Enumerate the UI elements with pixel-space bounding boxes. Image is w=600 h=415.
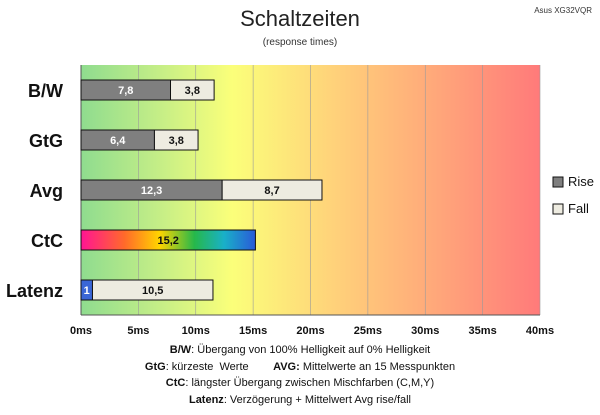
legend-label: Rise bbox=[568, 174, 594, 189]
data-label: 7,8 bbox=[118, 85, 133, 97]
x-tick-labels: 0ms 5ms 10ms 15ms 20ms 25ms 30ms 35ms 40ms bbox=[70, 325, 554, 337]
x-tick-label: 5ms bbox=[127, 325, 149, 337]
data-label: 3,8 bbox=[185, 85, 200, 97]
data-label: 6,4 bbox=[110, 135, 126, 147]
data-label: 15,2 bbox=[157, 235, 178, 247]
legend-swatch bbox=[552, 176, 564, 188]
bars: 7,8 3,8 6,4 3,8 12,3 8,7 15,2 1 10,5 bbox=[80, 79, 323, 301]
chart-title: Schaltzeiten bbox=[240, 6, 360, 31]
x-tick-label: 40ms bbox=[526, 325, 554, 337]
note-ctc: CtC: längster Übergang zwischen Mischfar… bbox=[165, 377, 435, 389]
note-bw: B/W: Übergang von 100% Helligkeit auf 0%… bbox=[169, 344, 431, 356]
x-tick-label: 20ms bbox=[296, 325, 324, 337]
chart-subtitle: (response times) bbox=[262, 37, 338, 48]
data-label: 1 bbox=[84, 285, 90, 297]
bar-ctc bbox=[80, 229, 256, 251]
category-label: Latenz bbox=[6, 281, 63, 301]
x-tick-label: 10ms bbox=[182, 325, 210, 337]
x-tick-label: 15ms bbox=[239, 325, 267, 337]
legend-swatch bbox=[552, 203, 564, 215]
x-tick-label: 25ms bbox=[354, 325, 382, 337]
data-label: 12,3 bbox=[141, 185, 162, 197]
note-gtg-avg: GtG: kürzeste Werte AVG: Mittelwerte an … bbox=[144, 360, 456, 373]
bar-fall bbox=[170, 79, 215, 101]
footnotes: B/W: Übergang von 100% Helligkeit auf 0%… bbox=[0, 342, 600, 408]
bar-fall bbox=[153, 129, 199, 151]
data-label: 8,7 bbox=[264, 185, 279, 197]
data-label: 10,5 bbox=[142, 285, 163, 297]
monitor-model-label: Asus XG32VQR bbox=[534, 6, 592, 15]
category-label: B/W bbox=[28, 81, 63, 101]
category-label: CtC bbox=[31, 231, 63, 251]
note-latenz: Latenz: Verzögerung + Mittelwert Avg ris… bbox=[188, 393, 412, 406]
legend: Rise Fall bbox=[552, 174, 594, 216]
bar-fall bbox=[91, 279, 214, 301]
legend-label: Fall bbox=[568, 201, 589, 216]
category-label: GtG bbox=[29, 131, 63, 151]
category-label: Avg bbox=[30, 181, 63, 201]
x-tick-label: 30ms bbox=[411, 325, 439, 337]
category-labels: B/W GtG Avg CtC Latenz bbox=[6, 81, 63, 301]
data-label: 3,8 bbox=[169, 135, 184, 147]
x-tick-label: 35ms bbox=[469, 325, 497, 337]
x-tick-label: 0ms bbox=[70, 325, 92, 337]
bar-fall bbox=[221, 179, 323, 201]
